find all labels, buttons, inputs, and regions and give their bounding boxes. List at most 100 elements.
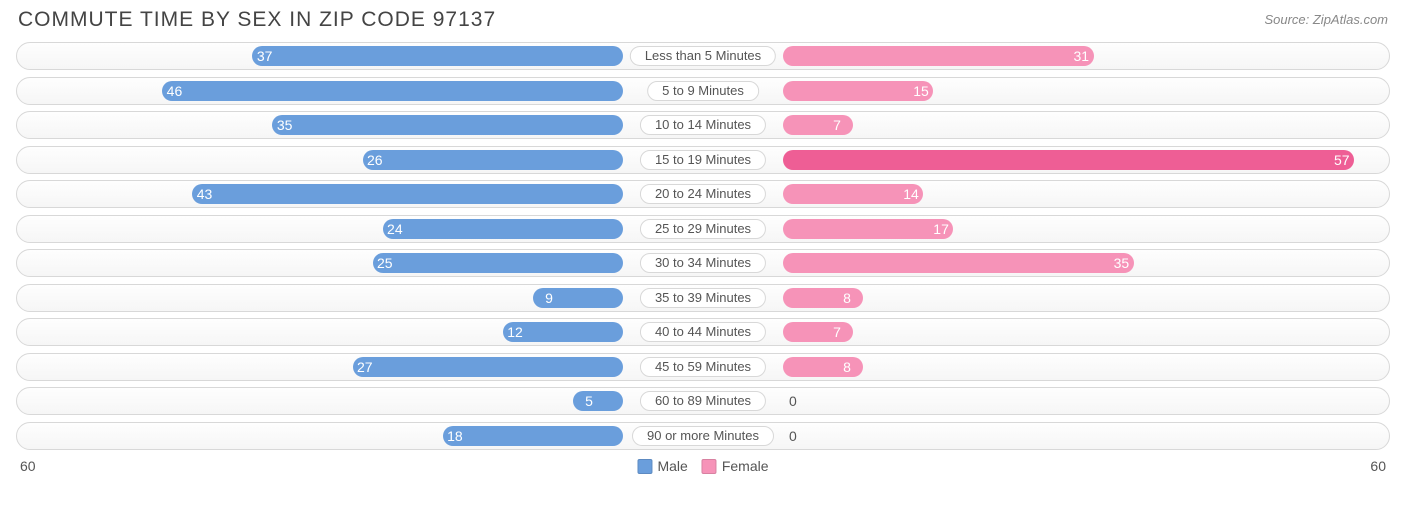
female-value: 35 [1114, 250, 1130, 276]
category-label: 10 to 14 Minutes [640, 115, 766, 135]
female-value: 7 [833, 112, 841, 138]
male-value: 35 [277, 112, 293, 138]
female-bar [783, 115, 853, 135]
male-value: 43 [197, 181, 213, 207]
chart-rows: 37 31 Less than 5 Minutes 46 15 5 to 9 M… [12, 42, 1394, 450]
category-label: 35 to 39 Minutes [640, 288, 766, 308]
legend-item-female: Female [702, 458, 769, 474]
category-label: 40 to 44 Minutes [640, 322, 766, 342]
male-half: 9 [17, 285, 703, 311]
chart-row: 25 35 30 to 34 Minutes [16, 249, 1390, 277]
female-bar [783, 219, 953, 239]
female-bar [783, 357, 863, 377]
male-swatch-icon [637, 459, 652, 474]
female-value: 8 [843, 354, 851, 380]
female-half: 35 [703, 250, 1389, 276]
chart-source: Source: ZipAtlas.com [1264, 8, 1388, 27]
female-bar [783, 322, 853, 342]
male-half: 5 [17, 388, 703, 414]
male-value: 25 [377, 250, 393, 276]
female-half: 17 [703, 216, 1389, 242]
female-value: 0 [789, 423, 797, 449]
female-value: 17 [933, 216, 949, 242]
female-half: 57 [703, 147, 1389, 173]
male-value: 46 [167, 78, 183, 104]
female-swatch-icon [702, 459, 717, 474]
chart-row: 26 57 15 to 19 Minutes [16, 146, 1390, 174]
chart-row: 46 15 5 to 9 Minutes [16, 77, 1390, 105]
female-bar [783, 288, 863, 308]
chart-row: 12 7 40 to 44 Minutes [16, 318, 1390, 346]
male-half: 18 [17, 423, 703, 449]
male-value: 5 [585, 388, 593, 414]
category-label: 90 or more Minutes [632, 426, 774, 446]
female-value: 7 [833, 319, 841, 345]
male-half: 26 [17, 147, 703, 173]
chart-row: 43 14 20 to 24 Minutes [16, 180, 1390, 208]
female-half: 14 [703, 181, 1389, 207]
male-half: 24 [17, 216, 703, 242]
male-bar [443, 426, 623, 446]
male-half: 37 [17, 43, 703, 69]
male-bar [252, 46, 623, 66]
female-bar [783, 184, 923, 204]
male-bar [192, 184, 623, 204]
male-value: 27 [357, 354, 373, 380]
male-half: 12 [17, 319, 703, 345]
male-bar [272, 115, 623, 135]
category-label: 60 to 89 Minutes [640, 391, 766, 411]
male-bar [363, 150, 623, 170]
female-half: 8 [703, 285, 1389, 311]
chart-row: 24 17 25 to 29 Minutes [16, 215, 1390, 243]
male-value: 26 [367, 147, 383, 173]
axis-max-right: 60 [1370, 458, 1386, 474]
female-half: 7 [703, 319, 1389, 345]
male-value: 18 [447, 423, 463, 449]
male-bar [573, 391, 623, 411]
female-half: 7 [703, 112, 1389, 138]
female-half: 15 [703, 78, 1389, 104]
female-value: 57 [1334, 147, 1350, 173]
chart-header: COMMUTE TIME BY SEX IN ZIP CODE 97137 So… [12, 8, 1394, 42]
female-half: 8 [703, 354, 1389, 380]
chart-row: 5 0 60 to 89 Minutes [16, 387, 1390, 415]
category-label: 5 to 9 Minutes [647, 81, 759, 101]
chart-row: 9 8 35 to 39 Minutes [16, 284, 1390, 312]
category-label: 45 to 59 Minutes [640, 357, 766, 377]
male-bar [353, 357, 623, 377]
male-half: 27 [17, 354, 703, 380]
axis-max-left: 60 [20, 458, 36, 474]
category-label: 15 to 19 Minutes [640, 150, 766, 170]
legend-label-female: Female [722, 458, 769, 474]
male-half: 35 [17, 112, 703, 138]
male-half: 46 [17, 78, 703, 104]
female-value: 31 [1074, 43, 1090, 69]
male-value: 37 [257, 43, 273, 69]
female-value: 15 [913, 78, 929, 104]
female-value: 8 [843, 285, 851, 311]
male-half: 25 [17, 250, 703, 276]
category-label: 25 to 29 Minutes [640, 219, 766, 239]
male-value: 12 [507, 319, 523, 345]
male-bar [373, 253, 623, 273]
chart-row: 35 7 10 to 14 Minutes [16, 111, 1390, 139]
category-label: 30 to 34 Minutes [640, 253, 766, 273]
male-value: 24 [387, 216, 403, 242]
chart-title: COMMUTE TIME BY SEX IN ZIP CODE 97137 [18, 8, 496, 32]
chart-row: 18 0 90 or more Minutes [16, 422, 1390, 450]
commute-chart: COMMUTE TIME BY SEX IN ZIP CODE 97137 So… [0, 0, 1406, 523]
female-half: 0 [703, 423, 1389, 449]
chart-footer: 60 Male Female 60 [12, 456, 1394, 484]
legend-label-male: Male [657, 458, 687, 474]
category-label: 20 to 24 Minutes [640, 184, 766, 204]
legend-item-male: Male [637, 458, 687, 474]
female-bar [783, 150, 1354, 170]
legend: Male Female [637, 458, 768, 474]
chart-row: 37 31 Less than 5 Minutes [16, 42, 1390, 70]
male-value: 9 [545, 285, 553, 311]
female-bar [783, 46, 1094, 66]
female-value: 0 [789, 388, 797, 414]
category-label: Less than 5 Minutes [630, 46, 776, 66]
female-bar [783, 81, 933, 101]
female-value: 14 [903, 181, 919, 207]
